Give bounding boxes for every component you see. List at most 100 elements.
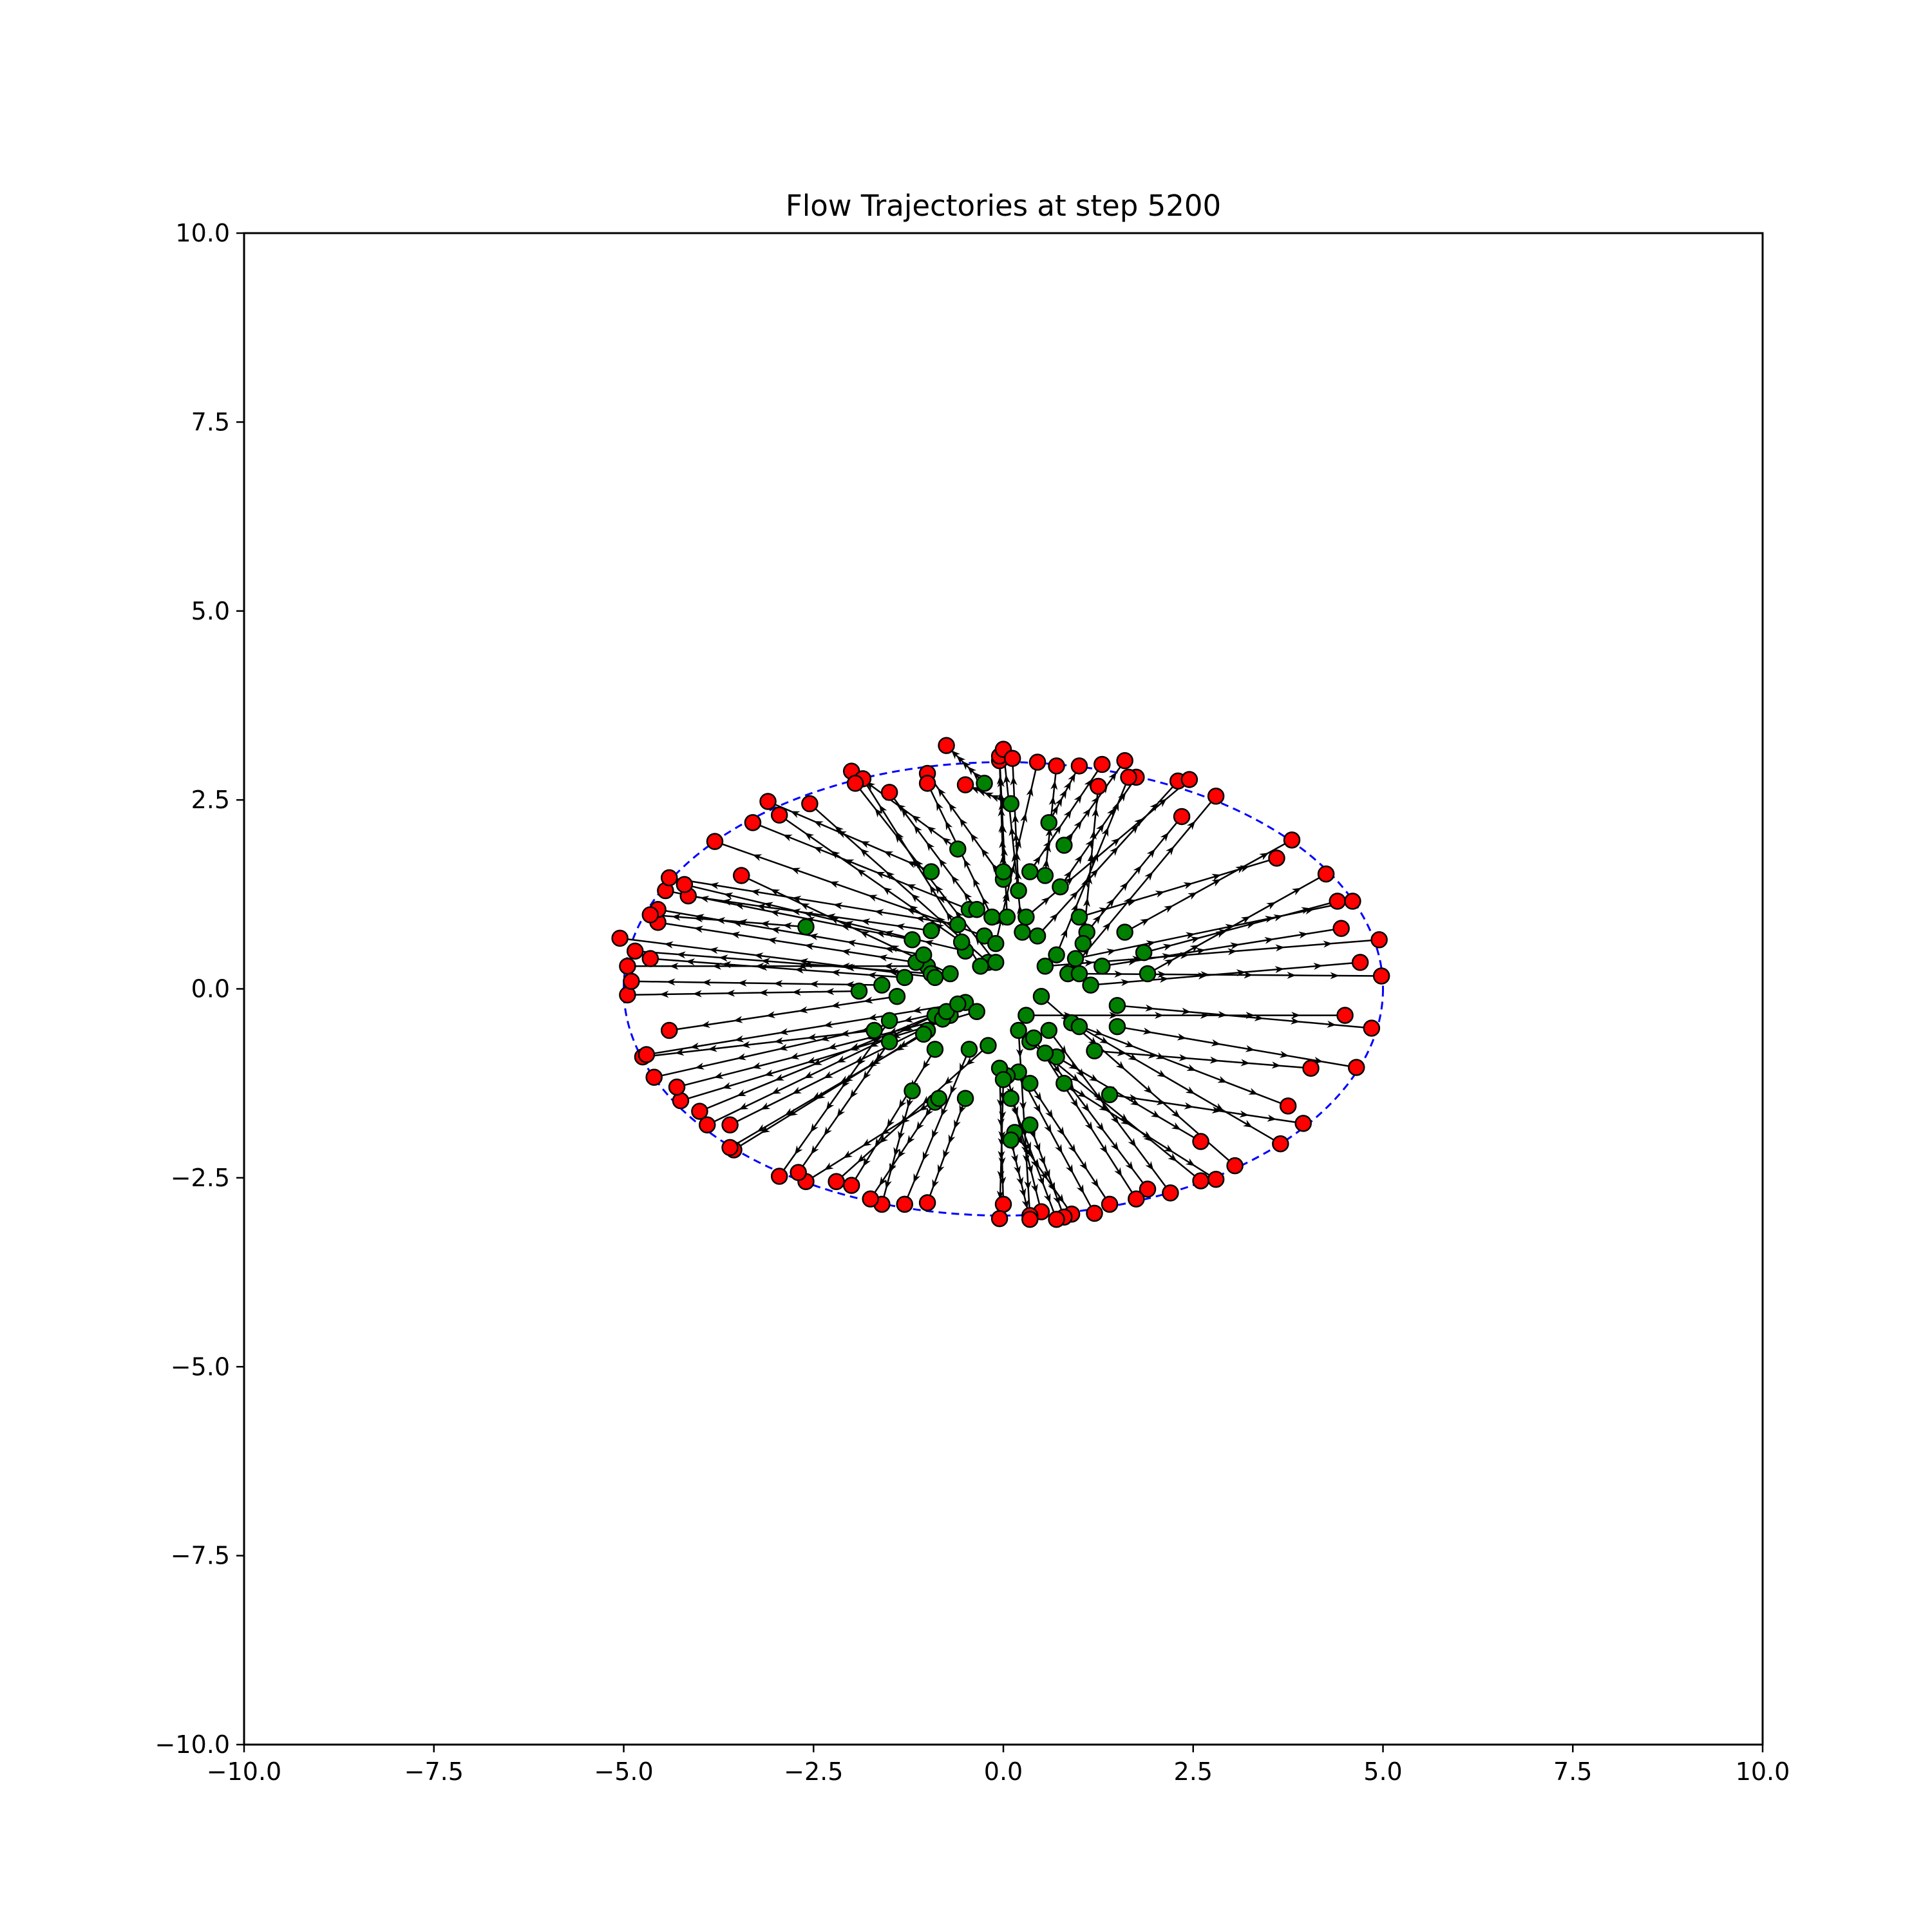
end-point [956, 776, 974, 793]
end-point [732, 867, 750, 884]
x-tick-label: −7.5 [404, 1757, 464, 1786]
trajectory-segment [737, 1079, 776, 1097]
trajectory-segment [878, 1171, 890, 1186]
trajectory-segment [1247, 1114, 1277, 1122]
trajectory-segment [1119, 818, 1144, 839]
start-point [1036, 1044, 1054, 1062]
trajectory-segment [1095, 838, 1121, 859]
end-point [619, 958, 636, 975]
trajectory-segment [804, 832, 832, 852]
trajectory-segment [1226, 1081, 1258, 1095]
trajectory-segment [722, 898, 758, 907]
start-point [1021, 863, 1039, 880]
trajectory-segment [1298, 1020, 1336, 1028]
start-point [1056, 837, 1073, 854]
y-tick-label: 2.5 [191, 786, 230, 814]
trajectory-segment [823, 1061, 857, 1079]
trajectory-segment [1106, 772, 1117, 786]
trajectory-segment [844, 963, 891, 973]
trajectory-segment [752, 854, 792, 869]
trajectory-segment [878, 1122, 902, 1144]
trajectory-segment [757, 903, 793, 912]
trajectory-segment [1029, 1150, 1038, 1169]
x-tick-label: 10.0 [1736, 1757, 1790, 1786]
trajectory-segment [758, 963, 796, 971]
end-point [770, 1168, 788, 1185]
trajectory-segment [1072, 1172, 1084, 1194]
x-axis-ticks: −10.0 −7.5 −5.0 −2.5 0.0 2.5 5.0 7.5 10.0 [207, 1745, 1790, 1786]
trajectory-segment [812, 1082, 841, 1100]
end-point [1048, 757, 1065, 775]
trajectory-segment [824, 1115, 838, 1136]
trajectory-segment [860, 848, 887, 873]
trajectory-segment [771, 1077, 806, 1095]
start-point [930, 1090, 948, 1107]
trajectory-segment [1151, 1092, 1180, 1118]
trajectory-segment [1063, 1134, 1077, 1153]
trajectory-segment [1126, 865, 1142, 884]
trajectory-segment [676, 951, 720, 959]
trajectory-segment [999, 1099, 1007, 1121]
trajectory-segment [1283, 940, 1332, 949]
trajectory-segment [1117, 1092, 1140, 1106]
end-point [1370, 931, 1388, 949]
trajectory-segment [1233, 915, 1274, 927]
trajectory-segment [794, 1131, 812, 1155]
trajectory-segment [701, 1019, 735, 1028]
end-point [1363, 1019, 1381, 1037]
end-point [660, 1021, 678, 1039]
trajectory-segment [753, 952, 800, 961]
end-point [1272, 1135, 1289, 1153]
trajectory-segment [1151, 1140, 1177, 1162]
trajectory-segment [916, 1115, 927, 1131]
start-point [1108, 1018, 1126, 1036]
start-point [1014, 923, 1031, 941]
trajectory-segment [779, 1025, 825, 1036]
trajectory-segment [881, 1121, 902, 1135]
trajectory-segment [1168, 972, 1208, 980]
trajectory-segment [860, 931, 891, 947]
end-point [842, 1177, 860, 1194]
end-point [1021, 1211, 1039, 1228]
x-tick-label: 5.0 [1363, 1757, 1402, 1786]
trajectory-segment [1012, 838, 1021, 866]
trajectory-segment [1148, 905, 1173, 920]
trajectory-segment [831, 969, 869, 977]
trajectory-segment [1196, 878, 1222, 894]
start-point [1002, 1090, 1020, 1107]
trajectory-segment [1220, 866, 1245, 880]
trajectory-segment [1283, 962, 1323, 971]
trajectory-segment [1038, 1151, 1046, 1166]
trajectory-segment [773, 980, 811, 987]
start-point [960, 1041, 978, 1058]
end-point [744, 814, 762, 831]
trajectory-segment [1153, 1007, 1191, 1015]
end-point [1028, 753, 1046, 771]
trajectory-segment [959, 818, 972, 835]
x-tick-label: −5.0 [594, 1757, 653, 1786]
trajectory-segment [1107, 1043, 1138, 1061]
trajectory-segment [813, 820, 838, 833]
end-point [1329, 893, 1347, 910]
end-point [1173, 808, 1191, 826]
x-tick-label: −10.0 [207, 1757, 281, 1786]
y-tick-label: −7.5 [171, 1542, 230, 1570]
trajectory-segment [884, 851, 909, 863]
trajectory-segment [860, 840, 886, 853]
trajectory-segment [1107, 802, 1119, 829]
trajectory-segment [702, 979, 739, 987]
y-tick-label: 7.5 [191, 408, 230, 436]
trajectory-segment [1086, 852, 1099, 879]
trajectory-segment [757, 1114, 786, 1132]
trajectory-segment [1081, 779, 1093, 796]
trajectory-segment [1249, 1061, 1281, 1069]
start-point [998, 908, 1016, 926]
trajectory-segment [867, 895, 908, 910]
trajectory-segment [1137, 1097, 1166, 1106]
trajectory-segment [719, 954, 762, 962]
trajectory-segment [874, 909, 917, 919]
trajectory-segment [1219, 1043, 1255, 1052]
trajectory-segment [1061, 1152, 1074, 1174]
trajectory-segment [831, 1000, 865, 1009]
trajectory-segment [1088, 922, 1111, 949]
